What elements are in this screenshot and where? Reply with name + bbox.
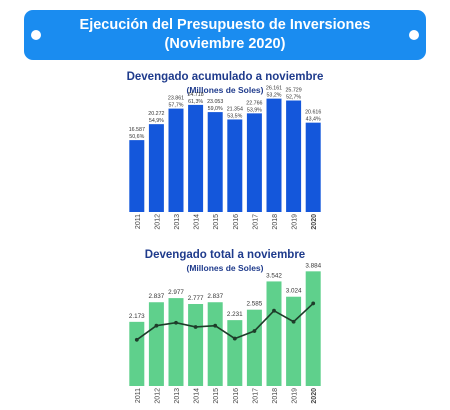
tick-label-2020: 2020: [311, 388, 318, 404]
trend-point-2011: [134, 337, 139, 342]
bar-2014: [188, 304, 204, 386]
value-label-2011: 16.587: [129, 127, 145, 133]
trend-point-2018: [272, 308, 276, 313]
bar-2013: [168, 298, 184, 386]
bar-2020: [305, 271, 321, 386]
pct-label-2017: 53,9%: [247, 107, 262, 113]
bar-2019: [286, 100, 302, 212]
bar-2012: [148, 124, 164, 212]
chart2-subtitle: (Millones de Soles): [186, 263, 264, 273]
tick-label-2019: 2019: [292, 388, 299, 404]
tick-label-2014: 2014: [194, 388, 201, 404]
bar-2011: [129, 140, 145, 212]
tick-label-2016: 2016: [233, 388, 240, 404]
bar-2016: [227, 320, 243, 386]
pct-label-2019: 52,7%: [286, 95, 301, 101]
title-banner: Ejecución del Presupuesto de Inversiones…: [24, 10, 426, 60]
trend-point-2015: [213, 323, 218, 328]
pct-label-2015: 59,0%: [208, 106, 223, 112]
chart1-title: Devengado acumulado a noviembre: [126, 71, 324, 83]
bar-2018: [266, 98, 282, 212]
chart1-subtitle: (Millones de Soles): [186, 85, 264, 95]
tick-label-2012: 2012: [154, 388, 161, 404]
banner-dot-left: [31, 30, 41, 40]
pct-label-2013: 57,7%: [168, 103, 183, 109]
bar-2015: [207, 302, 223, 386]
bar-2020: [305, 122, 321, 212]
bar-2013: [168, 108, 184, 212]
pct-label-2014: 61,3%: [188, 99, 203, 105]
tick-label-2015: 2015: [213, 388, 220, 404]
tick-label-2016: 2016: [233, 214, 240, 230]
tick-label-2013: 2013: [174, 214, 181, 230]
tick-label-2017: 2017: [252, 388, 259, 404]
banner-title-line1: Ejecución del Presupuesto de Inversiones: [79, 17, 371, 33]
tick-label-2014: 2014: [194, 214, 201, 230]
bar-2012: [148, 302, 164, 386]
pct-label-2020: 43,4%: [306, 117, 321, 123]
tick-label-2011: 2011: [135, 388, 142, 403]
value-label-2019: 25.729: [285, 88, 301, 94]
trend-point-2019: [291, 319, 296, 324]
bar-2018: [266, 281, 282, 386]
pct-label-2018: 53,2%: [266, 93, 281, 99]
value-label-2020: 3.884: [305, 262, 321, 269]
value-label-2015: 2.837: [207, 293, 223, 300]
value-label-2017: 22.766: [246, 100, 262, 106]
value-label-2018: 26.161: [266, 86, 282, 92]
trend-point-2012: [154, 323, 159, 328]
banner-title-line2: (Noviembre 2020): [164, 36, 286, 52]
trend-point-2017: [252, 329, 257, 333]
banner-dot-right: [409, 30, 419, 40]
tick-label-2019: 2019: [292, 214, 299, 230]
value-label-2020: 20.616: [305, 110, 321, 116]
pct-label-2016: 53,5%: [227, 113, 242, 119]
trend-point-2020: [311, 301, 316, 306]
bar-2016: [227, 119, 243, 212]
value-label-2015: 23.053: [207, 99, 223, 105]
chart2-title: Devengado total a noviembre: [144, 249, 306, 261]
trend-point-2016: [232, 336, 237, 341]
value-label-2019: 3.024: [286, 288, 302, 295]
value-label-2014: 2.777: [188, 295, 204, 302]
value-label-2013: 23.861: [168, 96, 184, 102]
trend-point-2013: [174, 320, 178, 325]
bar-2017: [246, 309, 262, 386]
bar-2015: [207, 112, 223, 212]
bar-2011: [129, 321, 145, 386]
tick-label-2013: 2013: [174, 388, 181, 404]
tick-label-2012: 2012: [154, 214, 161, 230]
pct-label-2012: 54,9%: [149, 118, 164, 124]
value-label-2011: 2.173: [129, 313, 145, 320]
tick-label-2011: 2011: [135, 214, 142, 229]
value-label-2014: 24.718: [187, 92, 203, 98]
bar-2019: [286, 296, 302, 386]
value-label-2012: 20.272: [148, 111, 164, 117]
trend-line: [136, 302, 314, 341]
tick-label-2020: 2020: [311, 214, 318, 230]
value-label-2016: 2.231: [227, 311, 243, 318]
bar-2017: [246, 113, 262, 212]
tick-label-2017: 2017: [252, 214, 259, 230]
tick-label-2015: 2015: [213, 214, 220, 230]
trend-point-2014: [193, 325, 198, 329]
value-label-2017: 2.585: [247, 301, 263, 308]
value-label-2016: 21.354: [227, 106, 243, 112]
value-label-2013: 2.977: [168, 289, 184, 296]
tick-label-2018: 2018: [272, 214, 279, 230]
bar-2014: [188, 104, 204, 212]
value-label-2012: 2.837: [149, 293, 165, 300]
tick-label-2018: 2018: [272, 388, 279, 404]
value-label-2018: 3.542: [266, 272, 282, 279]
pct-label-2011: 50,6%: [129, 134, 144, 140]
banner-title: Ejecución del Presupuesto de Inversiones…: [44, 16, 406, 54]
